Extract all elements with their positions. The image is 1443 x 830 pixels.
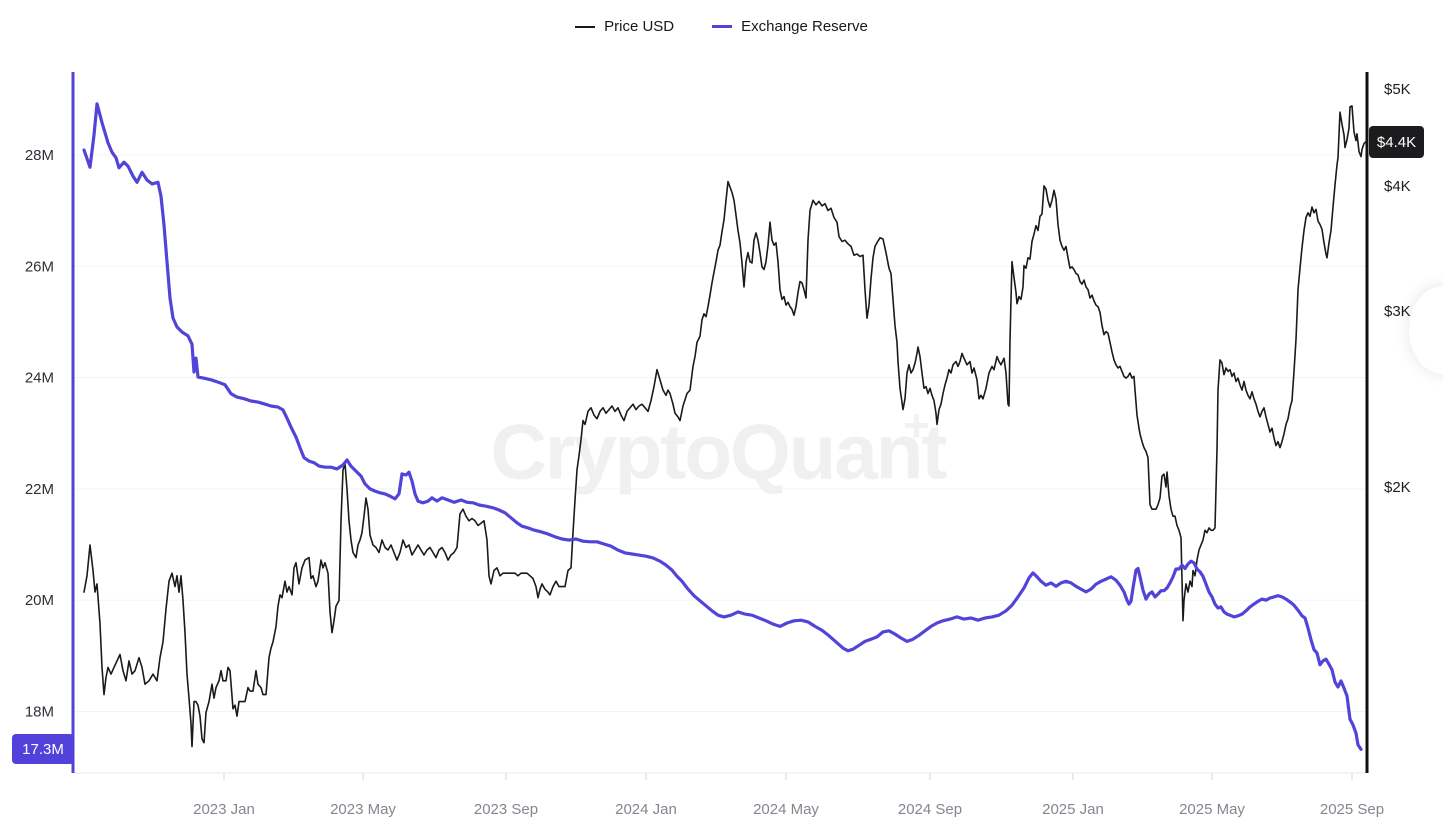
x-tick-label: 2023 May [330,801,396,818]
reserve-current-value-badge: 17.3M [12,734,74,764]
x-tick-label: 2024 Jan [615,801,677,818]
left-axis-tick-label: 18M [25,704,54,721]
right-axis-tick-label: $4K [1384,178,1411,195]
price-current-value-badge: $4.4K [1369,126,1424,158]
left-axis-tick-label: 24M [25,370,54,387]
legend-item-exchange-reserve[interactable]: Exchange Reserve [712,18,868,35]
legend-label: Exchange Reserve [741,18,868,35]
left-axis-tick-label: 28M [25,147,54,164]
x-tick-label: 2023 Sep [474,801,538,818]
x-tick-label: 2025 Sep [1320,801,1384,818]
series-line-exchange-reserve[interactable] [82,102,1363,751]
left-axis-tick-label: 22M [25,481,54,498]
left-axis-tick-label: 26M [25,258,54,275]
x-tick-label: 2025 May [1179,801,1245,818]
legend-item-price-usd[interactable]: Price USD [575,18,674,35]
series-line-price-usd[interactable] [83,105,1367,748]
x-tick-label: 2024 May [753,801,819,818]
right-axis-tick-label: $2K [1384,479,1411,496]
x-tick-label: 2023 Jan [193,801,255,818]
right-axis-tick-label: $3K [1384,303,1411,320]
reserve-line-swatch-icon [712,25,733,28]
watermark-plus-icon: + [903,399,930,451]
x-tick-label: 2025 Jan [1042,801,1104,818]
legend-label: Price USD [604,18,675,35]
right-axis-tick-label: $5K [1384,81,1411,98]
left-axis-tick-label: 20M [25,592,54,609]
price-line-swatch-icon [575,25,596,28]
chart-legend: Price USD Exchange Reserve [0,18,1443,35]
x-tick-label: 2024 Sep [898,801,962,818]
cryptoquant-watermark: CryptoQuant [490,407,948,496]
